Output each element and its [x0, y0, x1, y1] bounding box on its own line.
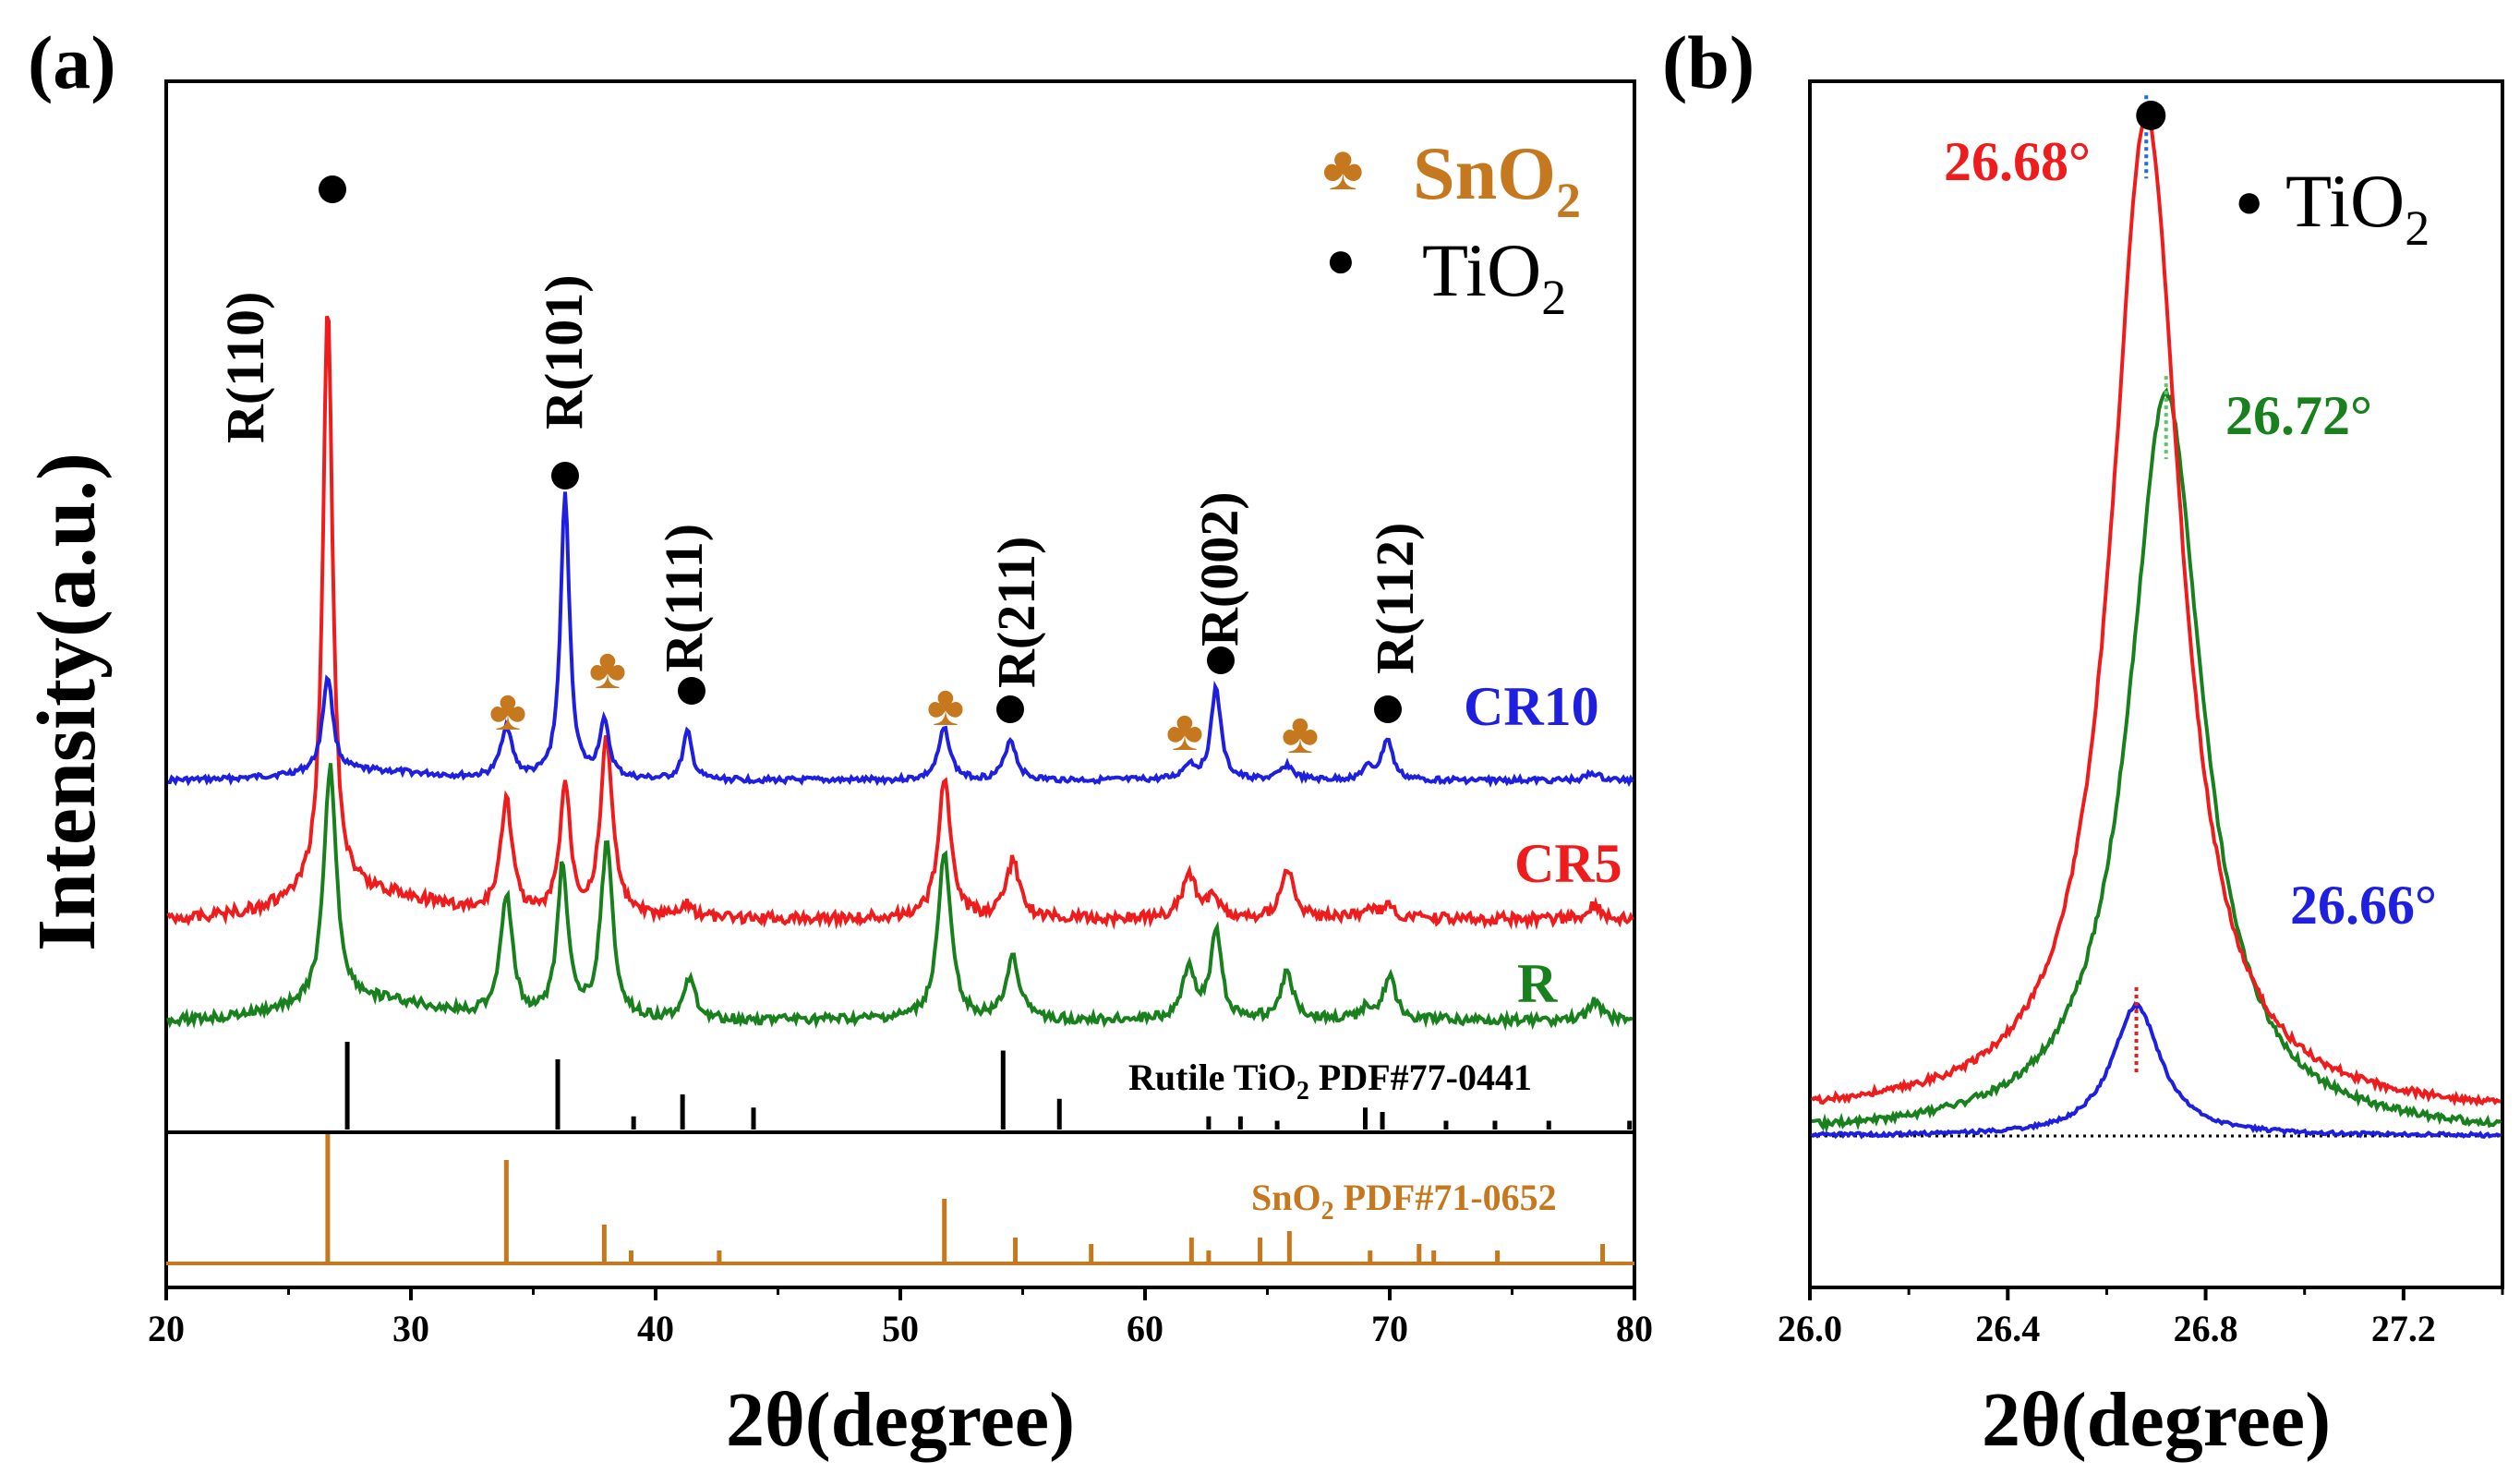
legend-tio2-main: TiO [1422, 228, 1541, 312]
sno2-peak-marker: ♣ [1166, 700, 1204, 763]
legend-sno2-main: SnO [1413, 131, 1556, 215]
legend-sno2-sub: 2 [1556, 173, 1581, 228]
rutile-ref-prefix: Rutile TiO [1128, 1057, 1296, 1098]
rutile-ref-sub: 2 [1296, 1077, 1309, 1106]
rutile-ref-suffix: PDF#77-0441 [1309, 1057, 1532, 1098]
legend-b-tio2-text: TiO2 [2285, 159, 2430, 256]
legend-tio2-symbol: ● [1325, 232, 1356, 289]
legend-tio2-sub: 2 [1541, 270, 1566, 325]
sno2-ref-prefix: SnO [1251, 1177, 1321, 1218]
x-tick-label-a: 60 [1127, 1308, 1164, 1349]
sno2-peak-marker: ♣ [927, 675, 965, 738]
x-axis-label-b: 2θ(degree) [1982, 1377, 2331, 1463]
zoom-series-cr10 [1810, 1000, 2502, 1140]
series-line-cr10 [167, 491, 1634, 788]
x-tick-label-a: 40 [637, 1308, 674, 1349]
panel-a-frame [164, 79, 1636, 1289]
series-label-r: R [1517, 953, 1558, 1014]
series-label-cr5: CR5 [1514, 833, 1622, 894]
peak-hkl-label: R(111) [654, 524, 714, 672]
tio2-peak-marker [678, 677, 705, 705]
x-tick-label-a: 50 [882, 1308, 919, 1349]
tio2-peak-marker [996, 695, 1024, 723]
peak-label-cr10: 26.66° [2290, 875, 2437, 936]
panel-b-frame [1808, 79, 2504, 1289]
y-axis-label: Intensity(a.u.) [21, 453, 113, 951]
sno2-peak-marker: ♣ [489, 680, 527, 743]
tio2-peak-marker [551, 462, 579, 489]
rutile-ref-label: Rutile TiO2 PDF#77-0441 [1128, 1057, 1532, 1106]
sno2-ref-label: SnO2 PDF#71-0652 [1251, 1177, 1557, 1226]
sno2-ref-sub: 2 [1321, 1197, 1334, 1226]
x-tick-label-b: 26.0 [1778, 1308, 1842, 1349]
peak-label-cr5: 26.68° [1944, 131, 2091, 192]
x-tick-label-a: 20 [148, 1308, 185, 1349]
series-line-cr5 [166, 315, 1634, 931]
peak-hkl-label: R(112) [1365, 523, 1425, 674]
x-tick-label-a: 70 [1371, 1308, 1408, 1349]
peak-hkl-label: R(110) [215, 292, 275, 443]
peak-hkl-label: R(101) [534, 274, 594, 429]
zoom-series-r [1812, 387, 2502, 1134]
panel-b: 26.0 26.4 26.8 27.2 26.68° 26.72° 26.66° ● … [1778, 79, 2504, 1463]
peak-hkl-label: R(002) [1189, 491, 1249, 646]
tio2-peak-marker [319, 175, 346, 203]
x-tick-label-b: 26.8 [2174, 1308, 2238, 1349]
legend-tio2-text: TiO2 [1422, 228, 1566, 325]
tio2-peak-marker [1207, 646, 1235, 674]
sno2-ref-suffix: PDF#71-0652 [1334, 1177, 1557, 1218]
panel-b-label: (b) [1662, 20, 1754, 104]
legend-sno2-symbol: ♣ [1322, 133, 1364, 203]
peak-label-r: 26.72° [2225, 385, 2372, 446]
legend-b-tio2-sub: 2 [2405, 200, 2430, 256]
sno2-peak-marker: ♣ [1282, 703, 1320, 766]
x-axis-label-a: 2θ(degree) [726, 1377, 1075, 1463]
panel-a: 20 30 40 50 60 70 80 R(110) R(101) R(111) R(211) R… [21, 79, 1653, 1463]
tio2-peak-dot [2136, 101, 2166, 130]
series-label-cr10: CR10 [1464, 676, 1599, 737]
tio2-peak-marker [1374, 695, 1402, 723]
legend-sno2-text: SnO2 [1413, 131, 1581, 228]
peak-hkl-label: R(211) [986, 537, 1046, 688]
sno2-peak-marker: ♣ [589, 638, 627, 701]
series-line-r [166, 763, 1634, 1032]
legend-a: ♣ SnO2 ● TiO2 [1322, 131, 1581, 325]
panel-a-label: (a) [28, 20, 116, 104]
legend-b-tio2-symbol: ● [2235, 175, 2263, 228]
legend-b-tio2-main: TiO [2285, 159, 2405, 243]
x-tick-label-a: 30 [392, 1308, 429, 1349]
zoom-series-cr5 [1810, 105, 2502, 1107]
legend-b: ● TiO2 [2235, 159, 2430, 256]
x-tick-label-b: 27.2 [2371, 1308, 2436, 1349]
x-tick-label-a: 80 [1616, 1308, 1653, 1349]
x-tick-label-b: 26.4 [1975, 1308, 2040, 1349]
